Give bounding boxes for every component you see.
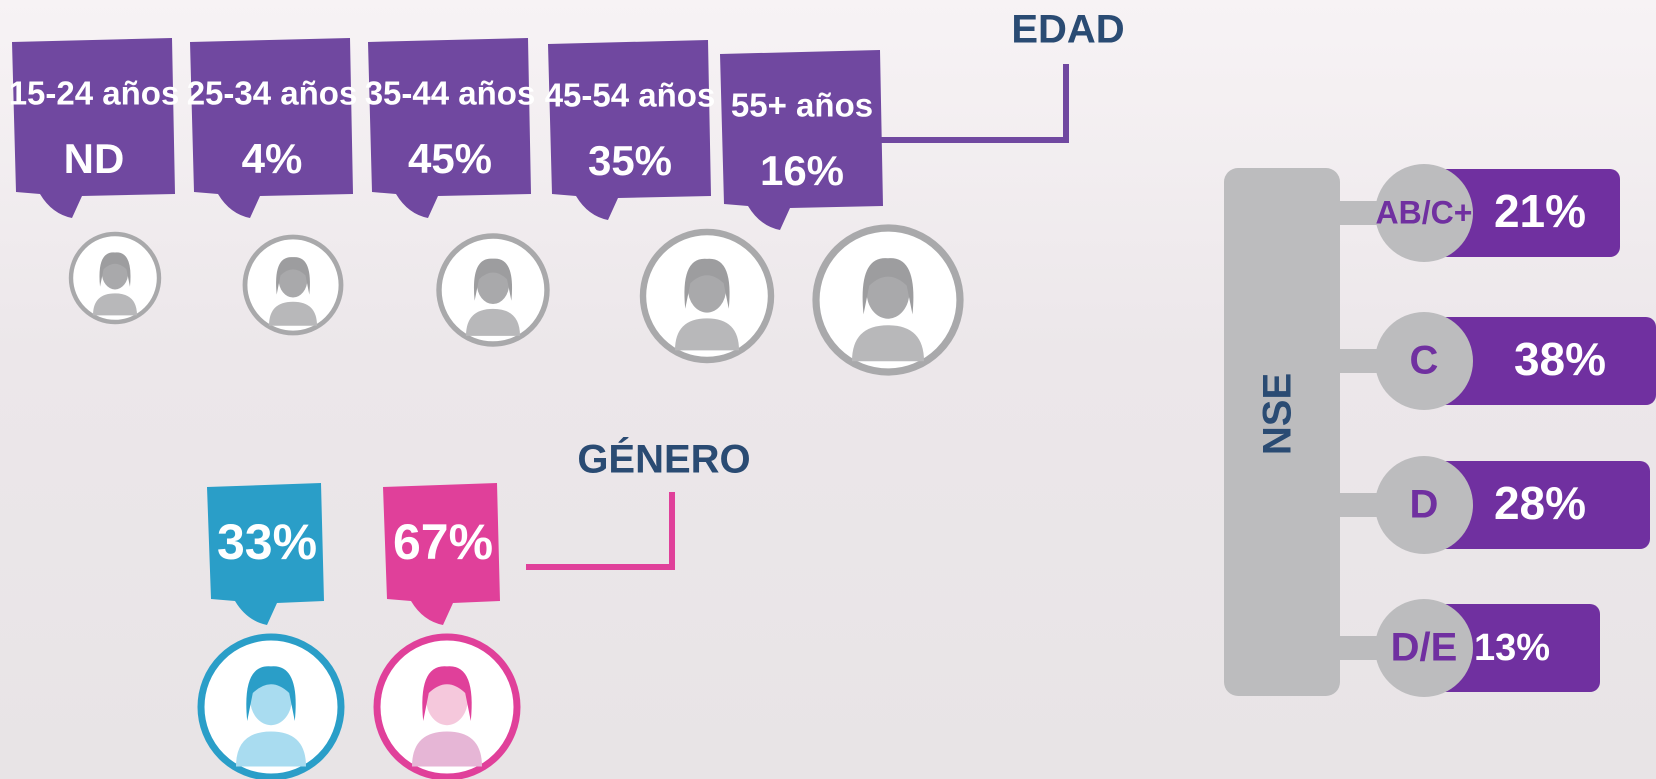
age-avatar: [71, 234, 159, 322]
age-label: 15-24 años: [9, 75, 180, 112]
edad-title: EDAD: [1011, 8, 1124, 52]
nse-title: NSE: [1256, 373, 1300, 455]
nse-label: D/E: [1391, 626, 1458, 670]
nse-value: 28%: [1494, 477, 1586, 529]
gender-avatar: [377, 637, 517, 777]
age-avatar: [245, 237, 341, 333]
age-value: 45%: [408, 135, 492, 182]
age-bubble: [190, 38, 353, 218]
age-avatar: [643, 232, 771, 360]
age-value: 16%: [760, 147, 844, 194]
edad-connector: [880, 64, 1066, 140]
infographic: EDAD GÉNERO NSE 15-24 años ND 25-34 años 4%…: [0, 0, 1656, 779]
age-value: 4%: [242, 135, 303, 182]
nse-label: D: [1410, 483, 1439, 527]
nse-value: 13%: [1474, 627, 1550, 669]
body: EDAD GÉNERO NSE 15-24 años ND 25-34 años 4%…: [0, 0, 1656, 779]
age-bubble: [720, 50, 883, 230]
age-bubble: [548, 40, 711, 220]
nse-value: 38%: [1514, 333, 1606, 385]
age-label: 45-54 años: [545, 77, 716, 114]
age-label: 25-34 años: [187, 75, 358, 112]
age-label: 35-44 años: [365, 75, 536, 112]
age-value: ND: [64, 135, 125, 182]
gender-value: 33%: [217, 514, 317, 570]
age-bubble: [368, 38, 531, 218]
age-value: 35%: [588, 137, 672, 184]
age-avatar: [439, 236, 547, 344]
age-avatar: [816, 228, 960, 372]
age-bubble: [12, 38, 175, 218]
gender-value: 67%: [393, 514, 493, 570]
age-label: 55+ años: [731, 87, 873, 124]
page: Perfil {"edad": {"title": "EDAD", "group…: [0, 0, 1656, 779]
gender-avatar: [201, 637, 341, 777]
genero-connector: [526, 492, 672, 567]
genero-title: GÉNERO: [577, 437, 750, 482]
nse-label: C: [1410, 339, 1439, 383]
nse-value: 21%: [1494, 185, 1586, 237]
nse-label: AB/C+: [1376, 194, 1473, 230]
